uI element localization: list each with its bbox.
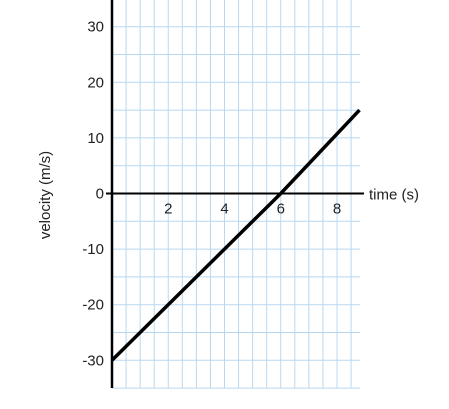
y-tick-label: 10 bbox=[87, 130, 104, 147]
x-axis-label: time (s) bbox=[369, 187, 419, 204]
x-tick-label: 4 bbox=[220, 201, 228, 218]
y-tick-labels: 30 20 10 0 -10 -20 -30 bbox=[82, 19, 104, 370]
x-tick-labels: 2 4 6 8 bbox=[164, 201, 341, 218]
axes bbox=[106, 0, 364, 388]
series-layer bbox=[110, 108, 361, 362]
y-tick-label: 30 bbox=[87, 19, 104, 36]
y-tick-label: -20 bbox=[82, 297, 104, 314]
y-tick-label: 0 bbox=[96, 186, 104, 203]
y-tick-label: -30 bbox=[82, 352, 104, 369]
x-tick-label: 2 bbox=[164, 201, 172, 218]
x-tick-label: 6 bbox=[277, 201, 285, 218]
x-tick-label: 8 bbox=[333, 201, 341, 218]
y-tick-label: 20 bbox=[87, 74, 104, 91]
y-axis-label: velocity (m/s) bbox=[37, 151, 54, 239]
series-line bbox=[110, 108, 361, 362]
y-tick-label: -10 bbox=[82, 241, 104, 258]
